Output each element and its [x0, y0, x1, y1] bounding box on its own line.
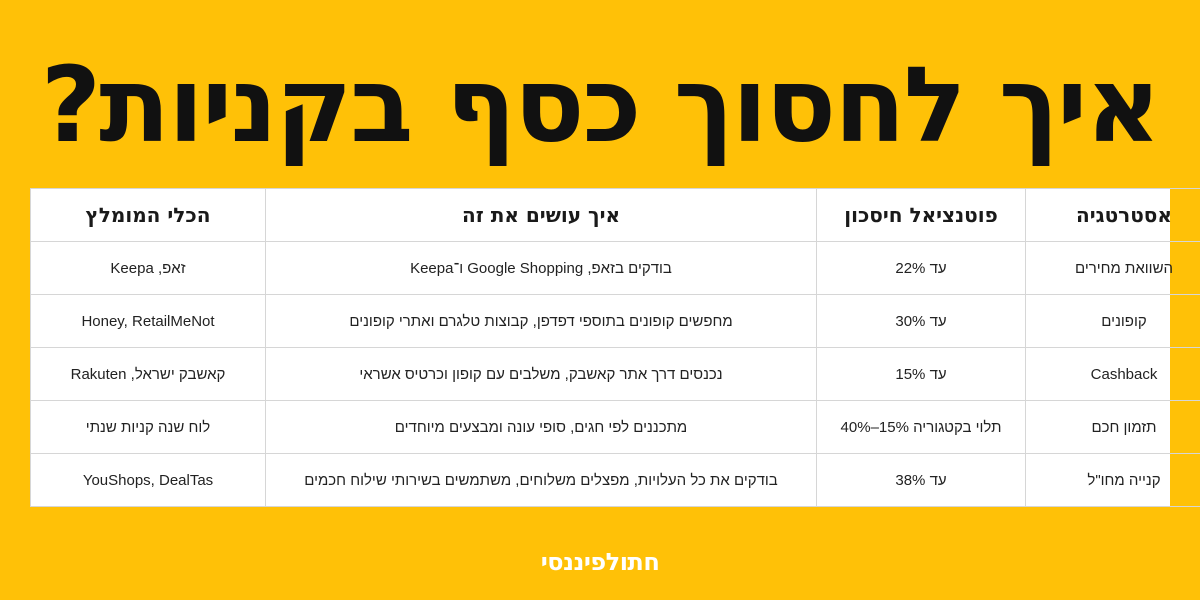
brand-logo: חתולפיננסי [540, 548, 660, 576]
cell-how: מחפשים קופונים בתוספי דפדפן, קבוצות טלגר… [265, 294, 817, 348]
cell-how: בודקים את כל העלויות, מפצלים משלוחים, מש… [265, 453, 817, 507]
cell-tool: לוח שנה קניות שנתי [30, 400, 266, 454]
cell-strategy: Cashback [1025, 347, 1200, 401]
table-header-row: אסטרטגיה פוטנציאל חיסכון איך עושים את זה… [30, 188, 1200, 242]
savings-table: אסטרטגיה פוטנציאל חיסכון איך עושים את זה… [30, 188, 1200, 507]
cell-potential: עד 15% [816, 347, 1026, 401]
cell-tool: YouShops, DealTas [30, 453, 266, 507]
cell-tool: Honey, RetailMeNot [30, 294, 266, 348]
savings-table-container: אסטרטגיה פוטנציאל חיסכון איך עושים את זה… [30, 188, 1200, 507]
header-tool: הכלי המומלץ [30, 188, 266, 242]
table-row: קופונים עד 30% מחפשים קופונים בתוספי דפד… [30, 294, 1200, 348]
cell-potential: עד 38% [816, 453, 1026, 507]
cell-how: בודקים בזאפ, Google Shopping ו־Keepa [265, 241, 817, 295]
cell-strategy: השוואת מחירים [1025, 241, 1200, 295]
table-row: השוואת מחירים עד 22% בודקים בזאפ, Google… [30, 241, 1200, 295]
cell-tool: זאפ, Keepa [30, 241, 266, 295]
header-how: איך עושים את זה [265, 188, 817, 242]
cell-how: מתכננים לפי חגים, סופי עונה ומבצעים מיוח… [265, 400, 817, 454]
cell-potential: עד 30% [816, 294, 1026, 348]
header-strategy: אסטרטגיה [1025, 188, 1200, 242]
page-title: איך לחסוך כסף בקניות? [40, 44, 1161, 166]
cell-tool: קאשבק ישראל, Rakuten [30, 347, 266, 401]
cell-strategy: קנייה מחו"ל [1025, 453, 1200, 507]
header-potential: פוטנציאל חיסכון [816, 188, 1026, 242]
table-row: Cashback עד 15% נכנסים דרך אתר קאשבק, מש… [30, 347, 1200, 401]
table-row: תזמון חכם תלוי בקטגוריה 15%–40% מתכננים … [30, 400, 1200, 454]
cell-how: נכנסים דרך אתר קאשבק, משלבים עם קופון וכ… [265, 347, 817, 401]
cell-strategy: תזמון חכם [1025, 400, 1200, 454]
cell-potential: עד 22% [816, 241, 1026, 295]
cell-strategy: קופונים [1025, 294, 1200, 348]
table-row: קנייה מחו"ל עד 38% בודקים את כל העלויות,… [30, 453, 1200, 507]
cell-potential: תלוי בקטגוריה 15%–40% [816, 400, 1026, 454]
